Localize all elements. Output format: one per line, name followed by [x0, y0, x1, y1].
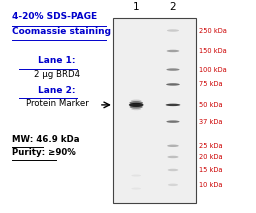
Text: 15 kDa: 15 kDa	[199, 167, 223, 173]
Ellipse shape	[167, 50, 179, 52]
Text: Protein Marker: Protein Marker	[26, 99, 89, 108]
Ellipse shape	[167, 29, 179, 32]
Ellipse shape	[131, 187, 141, 190]
Text: Lane 2:: Lane 2:	[38, 86, 76, 95]
Text: 50 kDa: 50 kDa	[199, 102, 223, 108]
Text: 2 μg BRD4: 2 μg BRD4	[34, 70, 80, 79]
Ellipse shape	[131, 174, 141, 177]
Ellipse shape	[129, 101, 143, 105]
Text: 20 kDa: 20 kDa	[199, 154, 223, 160]
Ellipse shape	[168, 184, 178, 186]
Text: 250 kDa: 250 kDa	[199, 27, 227, 33]
Ellipse shape	[166, 120, 179, 123]
Text: Lane 1:: Lane 1:	[38, 56, 76, 65]
Ellipse shape	[166, 104, 180, 106]
Ellipse shape	[167, 156, 178, 158]
Text: Purity: ≥90%: Purity: ≥90%	[12, 148, 75, 157]
Text: 100 kDa: 100 kDa	[199, 67, 227, 73]
Ellipse shape	[131, 108, 141, 110]
Bar	[113, 17, 196, 203]
Text: 150 kDa: 150 kDa	[199, 48, 227, 54]
Ellipse shape	[166, 68, 179, 71]
Text: 10 kDa: 10 kDa	[199, 182, 223, 188]
Text: 1: 1	[133, 2, 140, 12]
Ellipse shape	[166, 83, 180, 86]
Text: Coomassie staining: Coomassie staining	[12, 27, 111, 36]
Text: 75 kDa: 75 kDa	[199, 81, 223, 88]
Text: MW: 46.9 kDa: MW: 46.9 kDa	[12, 135, 79, 144]
Ellipse shape	[131, 100, 142, 102]
Ellipse shape	[168, 169, 178, 171]
Ellipse shape	[130, 105, 143, 109]
Text: 37 kDa: 37 kDa	[199, 119, 223, 125]
Ellipse shape	[167, 145, 179, 147]
Ellipse shape	[129, 103, 144, 107]
Text: 4-20% SDS-PAGE: 4-20% SDS-PAGE	[12, 12, 97, 21]
Text: 2: 2	[170, 2, 176, 12]
Text: 25 kDa: 25 kDa	[199, 143, 223, 149]
